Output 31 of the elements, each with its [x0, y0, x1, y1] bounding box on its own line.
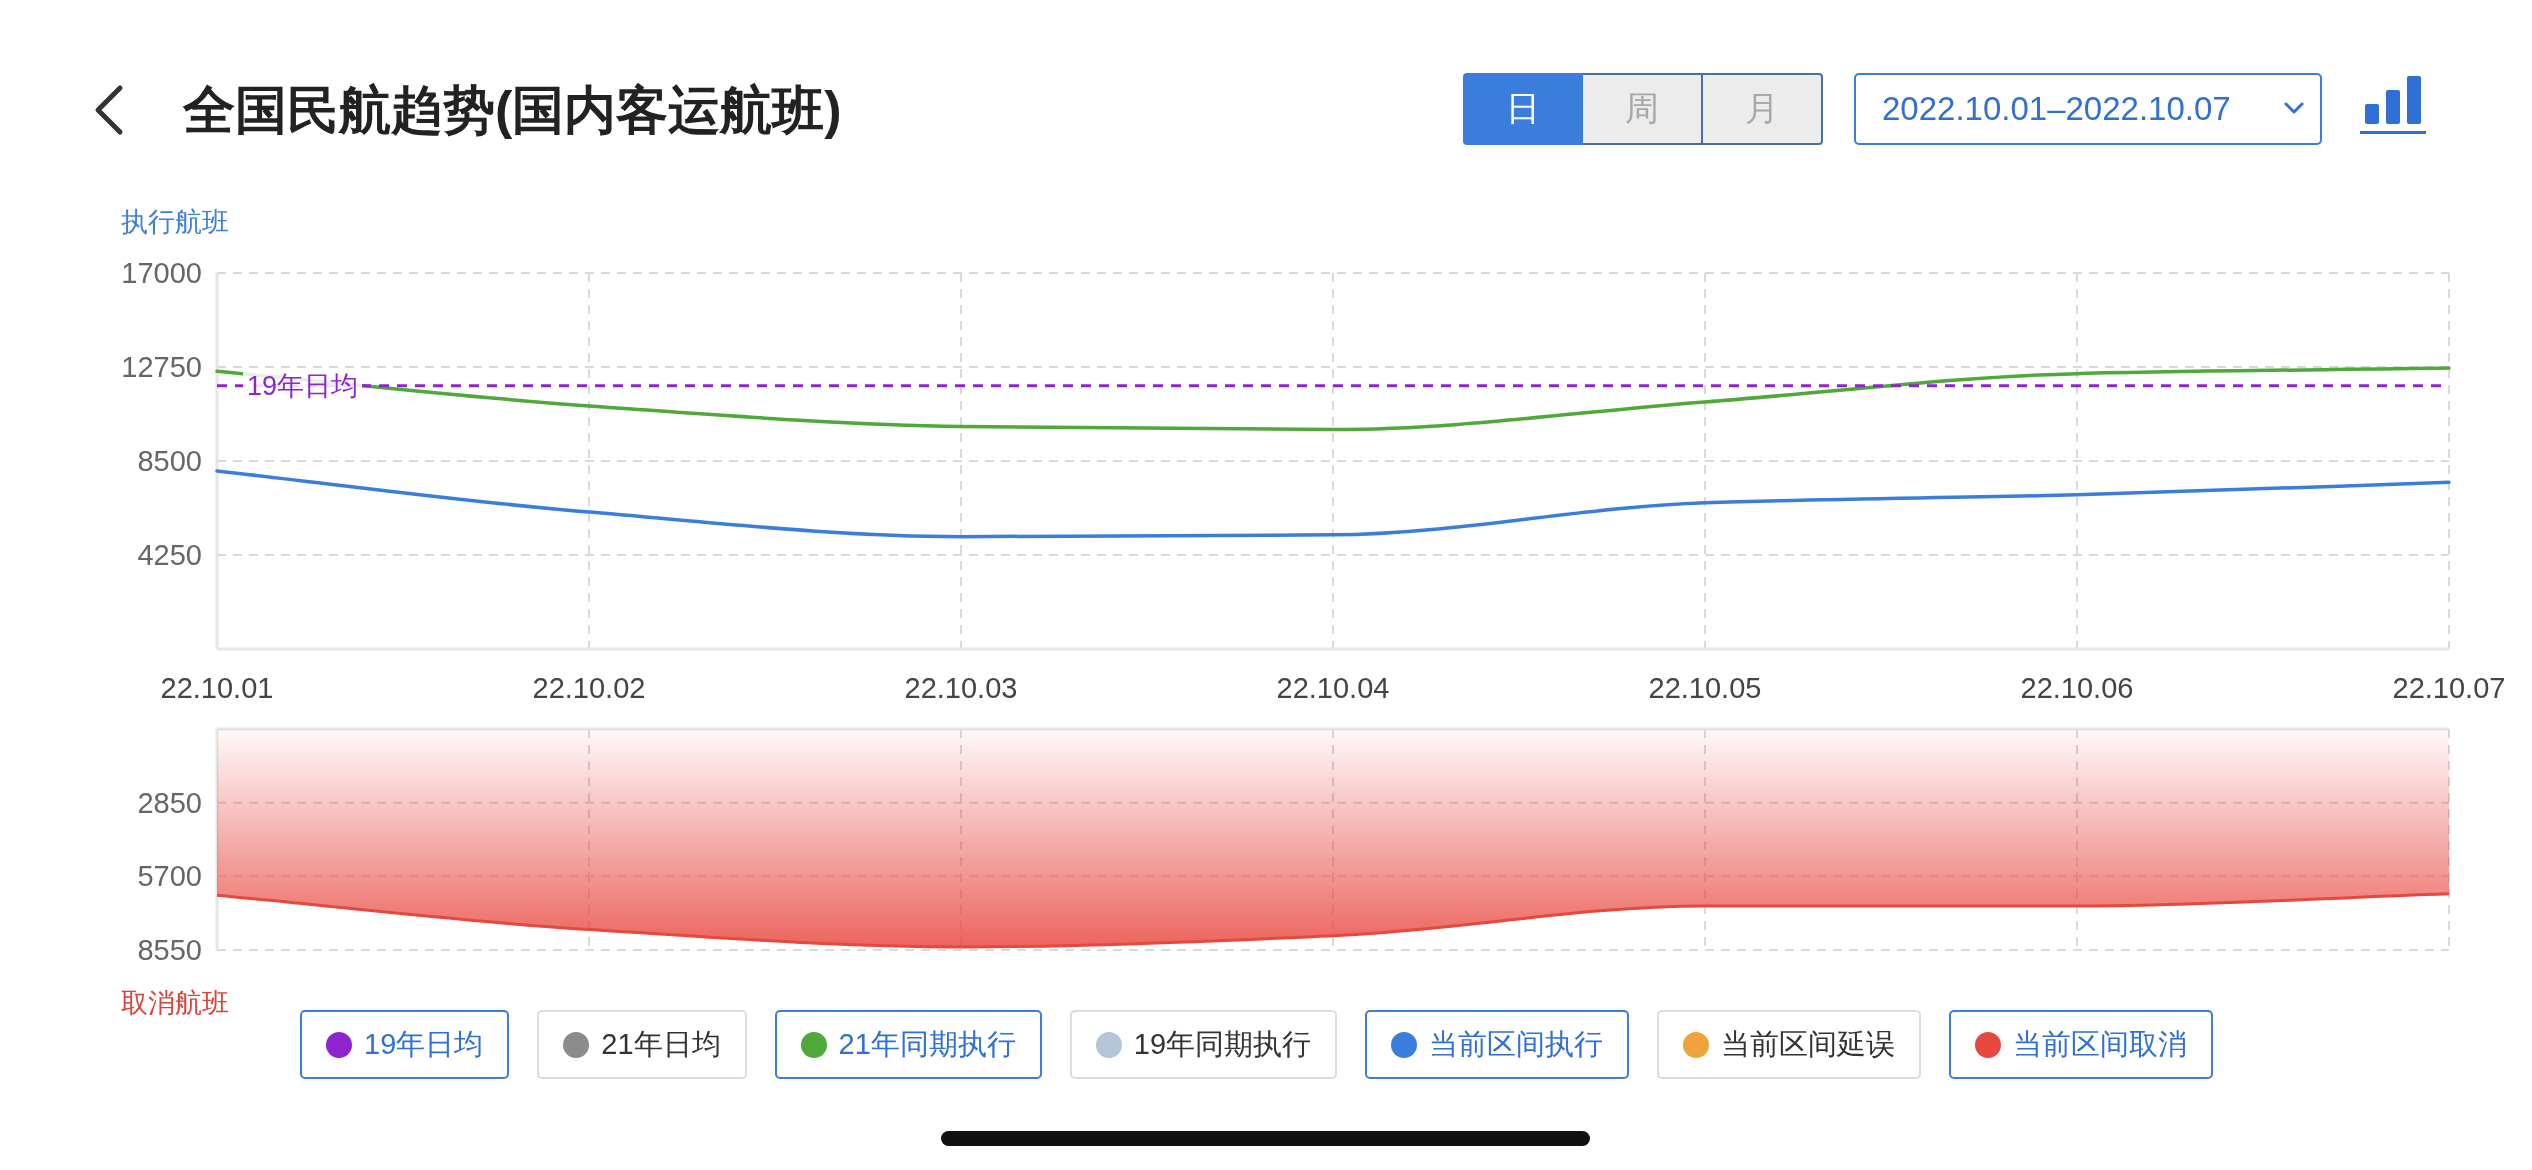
- y-axis-title: 执行航班: [121, 207, 229, 237]
- line-series: [215, 366, 2451, 432]
- legend-label: 21年同期执行: [838, 1026, 1016, 1062]
- x-tick-label: 22.10.04: [1276, 672, 1390, 704]
- y-tick-label: 12750: [121, 351, 202, 383]
- y-tick-label: 5700: [137, 860, 202, 893]
- y-axis-title: 取消航班: [121, 988, 229, 1018]
- ref-line-label: 19年日均: [247, 370, 359, 401]
- toggle-button: 周: [1583, 73, 1703, 145]
- legend-label: 当前区间执行: [1429, 1026, 1604, 1062]
- toggle-button: 日: [1463, 73, 1583, 145]
- chart-title: 全国民航趋势(国内客运航班): [182, 81, 842, 139]
- toggle-button: 月: [1703, 73, 1823, 145]
- legend-label: 19年同期执行: [1133, 1026, 1312, 1062]
- y-tick-label: 17000: [121, 257, 202, 289]
- x-tick-label: 22.10.07: [2392, 672, 2506, 704]
- y-tick-label: 8550: [137, 934, 202, 966]
- x-tick-label: 22.10.06: [2020, 672, 2134, 704]
- y-tick-label: 8500: [137, 445, 202, 477]
- legend-label: 当前区间取消: [2013, 1026, 2188, 1062]
- dropdown: 2022.10.01–2022.10.07: [1854, 73, 2322, 145]
- legend-label: 19年日均: [364, 1026, 484, 1062]
- line-series: [215, 469, 2451, 539]
- y-tick-label: 4250: [137, 539, 202, 571]
- x-tick-label: 22.10.03: [904, 672, 1018, 704]
- legend-label: 21年日均: [601, 1026, 721, 1062]
- legend-label: 当前区间延误: [1721, 1026, 1896, 1062]
- x-tick-label: 22.10.05: [1648, 672, 1762, 704]
- x-tick-label: 22.10.02: [532, 672, 646, 704]
- y-tick-label: 2850: [137, 786, 202, 819]
- x-tick-label: 22.10.01: [160, 672, 274, 704]
